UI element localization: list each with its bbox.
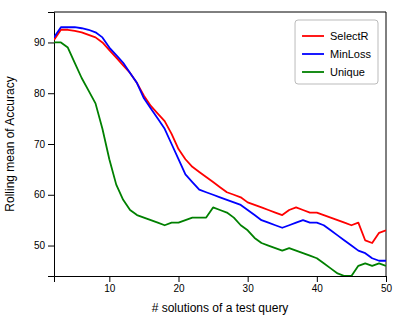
frame	[386, 12, 387, 276]
legend-swatch	[302, 71, 324, 73]
legend-swatch	[302, 53, 324, 55]
tick: 50	[381, 276, 393, 294]
tick-label: 70	[34, 139, 46, 150]
axis-line	[55, 277, 387, 283]
legend-item: MinLoss	[302, 48, 371, 60]
y-axis-title: Rolling mean of Accuracy	[3, 76, 17, 211]
tick-label: 50	[34, 240, 46, 251]
series-line	[54, 42, 386, 276]
tick-label: 30	[243, 283, 255, 294]
legend-box	[295, 20, 378, 84]
tick: 50	[34, 240, 54, 251]
tick-mark	[48, 93, 54, 94]
tick: 20	[173, 276, 185, 294]
tick-mark	[48, 42, 54, 43]
tick: 10	[104, 276, 116, 294]
tick: 70	[34, 139, 54, 150]
plot-area: 10 20 30 40 50 50 60 70 80 90 SelectR MinLoss Unique	[34, 12, 393, 294]
tick-label: 20	[173, 283, 185, 294]
tick-label: 80	[34, 88, 46, 99]
tick-mark	[248, 276, 249, 282]
tick: 90	[34, 37, 54, 48]
tick-label: 40	[312, 283, 324, 294]
tick-label: 60	[34, 189, 46, 200]
x-axis: 10 20 30 40 50	[55, 276, 393, 294]
tick-mark	[48, 246, 54, 247]
tick-label: 10	[104, 283, 116, 294]
x-axis-title: # solutions of a test query	[152, 301, 289, 315]
legend: SelectR MinLoss Unique	[295, 20, 378, 84]
tick: 80	[34, 88, 54, 99]
frame	[54, 12, 386, 13]
tick-mark	[317, 276, 318, 282]
tick-label: 50	[381, 283, 393, 294]
legend-item: SelectR	[302, 30, 369, 42]
axis-line	[48, 13, 55, 277]
tick-mark	[109, 276, 110, 282]
tick-mark	[386, 276, 387, 282]
tick: 40	[312, 276, 324, 294]
tick: 60	[34, 189, 54, 200]
tick-mark	[48, 195, 54, 196]
tick-mark	[179, 276, 180, 282]
chart: 10 20 30 40 50 50 60 70 80 90 SelectR MinLoss Unique…	[0, 0, 400, 320]
y-axis: 50 60 70 80 90	[34, 13, 55, 277]
tick-label: 90	[34, 37, 46, 48]
tick-mark	[48, 144, 54, 145]
legend-swatch	[302, 35, 324, 37]
tick: 30	[243, 276, 255, 294]
legend-label: SelectR	[330, 30, 369, 42]
legend-item: Unique	[302, 66, 365, 78]
legend-label: Unique	[330, 66, 365, 78]
legend-label: MinLoss	[330, 48, 371, 60]
